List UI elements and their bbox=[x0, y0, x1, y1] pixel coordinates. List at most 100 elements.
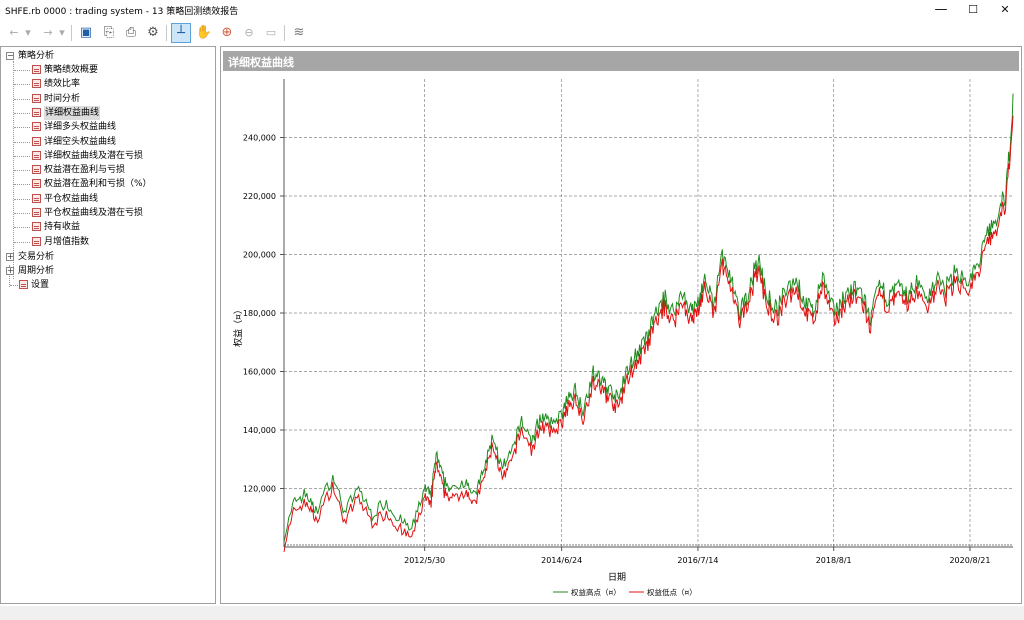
settings-gear-icon[interactable]: ⚙ bbox=[147, 25, 159, 40]
tree-item[interactable]: 持有收益 bbox=[1, 220, 215, 234]
tree-item-label: 策略绩效概要 bbox=[44, 65, 99, 75]
report-page-icon bbox=[32, 193, 41, 203]
pan-hand-icon[interactable]: ✋ bbox=[195, 25, 213, 40]
tree-item-label: 持有收益 bbox=[44, 222, 81, 233]
y-tick-label: 240,000 bbox=[243, 134, 276, 143]
panel-header: 详细权益曲线 bbox=[223, 51, 1019, 71]
report-page-icon bbox=[32, 150, 41, 160]
tree-connector bbox=[13, 61, 14, 279]
tree-node-label: 周期分析 bbox=[18, 266, 55, 276]
tree-item[interactable]: 月增值指数 bbox=[1, 235, 215, 249]
report-page-icon bbox=[32, 65, 41, 74]
tree-item-label: 详细空头权益曲线 bbox=[44, 136, 117, 147]
tree-item-label: 绩效比率 bbox=[44, 79, 81, 90]
x-tick-label: 2020/8/21 bbox=[949, 556, 990, 565]
tree-item[interactable]: 平仓权益曲线 bbox=[1, 192, 215, 206]
y-tick-label: 200,000 bbox=[243, 251, 276, 260]
expand-icon[interactable]: + bbox=[6, 252, 14, 261]
zoom-fit-icon[interactable]: ▭ bbox=[265, 26, 277, 39]
tree-item[interactable]: 权益潜在盈利与亏损 bbox=[1, 163, 215, 177]
report-page-icon bbox=[32, 122, 41, 132]
series-line-low bbox=[283, 115, 1014, 553]
tree-item[interactable]: 权益潜在盈利和亏损（%） bbox=[1, 177, 215, 191]
report-page-icon bbox=[32, 136, 41, 146]
tree-connector bbox=[14, 112, 30, 114]
tree-node-strategy-analysis[interactable]: − 策略分析 bbox=[1, 49, 215, 63]
tree-item-label: 详细权益曲线 bbox=[44, 105, 101, 120]
print-icon[interactable]: ⎙ bbox=[125, 25, 137, 40]
y-tick-label: 180,000 bbox=[243, 309, 276, 318]
tree-item[interactable]: 详细权益曲线 bbox=[1, 105, 215, 120]
tree-connector bbox=[14, 155, 30, 157]
tree-connector bbox=[14, 213, 30, 214]
y-tick-label: 120,000 bbox=[243, 485, 276, 494]
tree-item-label: 时间分析 bbox=[44, 93, 81, 104]
tree-item[interactable]: 平仓权益曲线及潜在亏损 bbox=[1, 206, 215, 220]
chart-style-icon[interactable]: ≋ bbox=[293, 25, 305, 40]
tree-item[interactable]: 详细多头权益曲线 bbox=[1, 120, 215, 134]
crosshair-cursor-icon[interactable]: ┴ bbox=[171, 23, 191, 43]
tree-item-label: 权益潜在盈利和亏损（%） bbox=[44, 179, 152, 190]
forward-dropdown-icon[interactable]: ▾ bbox=[59, 26, 65, 39]
title-bar: SHFE.rb 0000 : trading system - 13 策略回测绩… bbox=[0, 0, 1024, 20]
zoom-in-icon[interactable]: ⊕ bbox=[221, 25, 233, 40]
y-tick-label: 160,000 bbox=[243, 368, 276, 377]
series-layer bbox=[283, 93, 1014, 553]
toolbar-separator bbox=[71, 25, 72, 41]
panel-title: 详细权益曲线 bbox=[228, 56, 294, 69]
tree-node-period-analysis[interactable]: + 周期分析 bbox=[1, 264, 215, 278]
report-page-icon bbox=[32, 93, 41, 103]
report-page-icon bbox=[32, 107, 41, 117]
back-dropdown-icon[interactable]: ▾ bbox=[25, 26, 31, 39]
tree-item[interactable]: 绩效比率 bbox=[1, 77, 215, 91]
tree-connector bbox=[14, 98, 30, 100]
zoom-out-icon[interactable]: ⊖ bbox=[244, 26, 254, 39]
x-tick-label: 2018/8/1 bbox=[816, 556, 852, 565]
report-page-icon bbox=[32, 236, 41, 246]
tree-node-settings[interactable]: 设置 bbox=[1, 278, 215, 292]
tree-node-trade-analysis[interactable]: + 交易分析 bbox=[1, 250, 215, 264]
toolbar-separator bbox=[166, 25, 167, 41]
tree-connector bbox=[14, 70, 30, 71]
tree-item[interactable]: 详细空头权益曲线 bbox=[1, 135, 215, 149]
tree-item[interactable]: 策略绩效概要 bbox=[1, 63, 215, 77]
equity-curve-chart[interactable]: 120,000 140,000 160,000 180,000 200,000 220,0… bbox=[221, 73, 1021, 603]
close-button[interactable]: ✕ bbox=[1000, 3, 1010, 16]
y-tick-label: 220,000 bbox=[243, 192, 276, 201]
tree-connector bbox=[14, 198, 30, 200]
grid-layer bbox=[284, 79, 1013, 547]
toolbar: ← ▾ → ▾ ▣ ⎘ ⎙ ⚙ ┴ ✋ ⊕ ⊖ ▭ ≋ bbox=[0, 20, 1024, 46]
report-tree: − 策略分析 策略绩效概要 绩效比率时间分析 详细权益曲线详细多头权益曲线 详细空头权… bbox=[0, 46, 216, 604]
save-icon[interactable]: ▣ bbox=[79, 25, 93, 40]
x-tick-label: 2014/6/24 bbox=[541, 556, 582, 565]
axis-layer: 120,000 140,000 160,000 180,000 200,000 220,0… bbox=[243, 79, 1013, 565]
chart-legend: 权益高点（¤） 权益低点（¤） bbox=[553, 587, 697, 597]
collapse-icon[interactable]: − bbox=[6, 51, 14, 60]
minimize-button[interactable]: — bbox=[934, 2, 948, 17]
export-icon[interactable]: ⎘ bbox=[103, 25, 115, 40]
tree-node-label: 交易分析 bbox=[18, 252, 55, 262]
tree-connector bbox=[14, 170, 30, 172]
back-arrow-icon[interactable]: ← bbox=[9, 26, 19, 39]
tree-item[interactable]: 详细权益曲线及潜在亏损 bbox=[1, 149, 215, 163]
tree-connector bbox=[14, 84, 30, 86]
expand-icon[interactable]: + bbox=[6, 266, 14, 275]
tree-connector bbox=[14, 227, 30, 229]
series-line-high bbox=[283, 93, 1014, 543]
tree-item-label: 详细多头权益曲线 bbox=[44, 122, 117, 133]
tree-item-label: 平仓权益曲线及潜在亏损 bbox=[44, 208, 144, 218]
tree-item-label: 月增值指数 bbox=[44, 236, 90, 247]
legend-high-label: 权益高点（¤） bbox=[571, 587, 621, 597]
tree-item[interactable]: 时间分析 bbox=[1, 92, 215, 106]
toolbar-separator bbox=[284, 25, 285, 41]
maximize-button[interactable]: ☐ bbox=[968, 3, 978, 16]
y-axis-label: 权益（¤） bbox=[232, 305, 244, 347]
status-bar bbox=[0, 606, 1024, 620]
report-page-icon bbox=[32, 222, 41, 232]
tree-connector bbox=[14, 127, 30, 129]
tree-connector bbox=[10, 285, 18, 286]
window-title: SHFE.rb 0000 : trading system - 13 策略回测绩… bbox=[5, 7, 239, 17]
tree-item-label: 权益潜在盈利与亏损 bbox=[44, 165, 126, 176]
forward-arrow-icon[interactable]: → bbox=[43, 26, 53, 39]
tree-node-label: 设置 bbox=[31, 280, 50, 290]
